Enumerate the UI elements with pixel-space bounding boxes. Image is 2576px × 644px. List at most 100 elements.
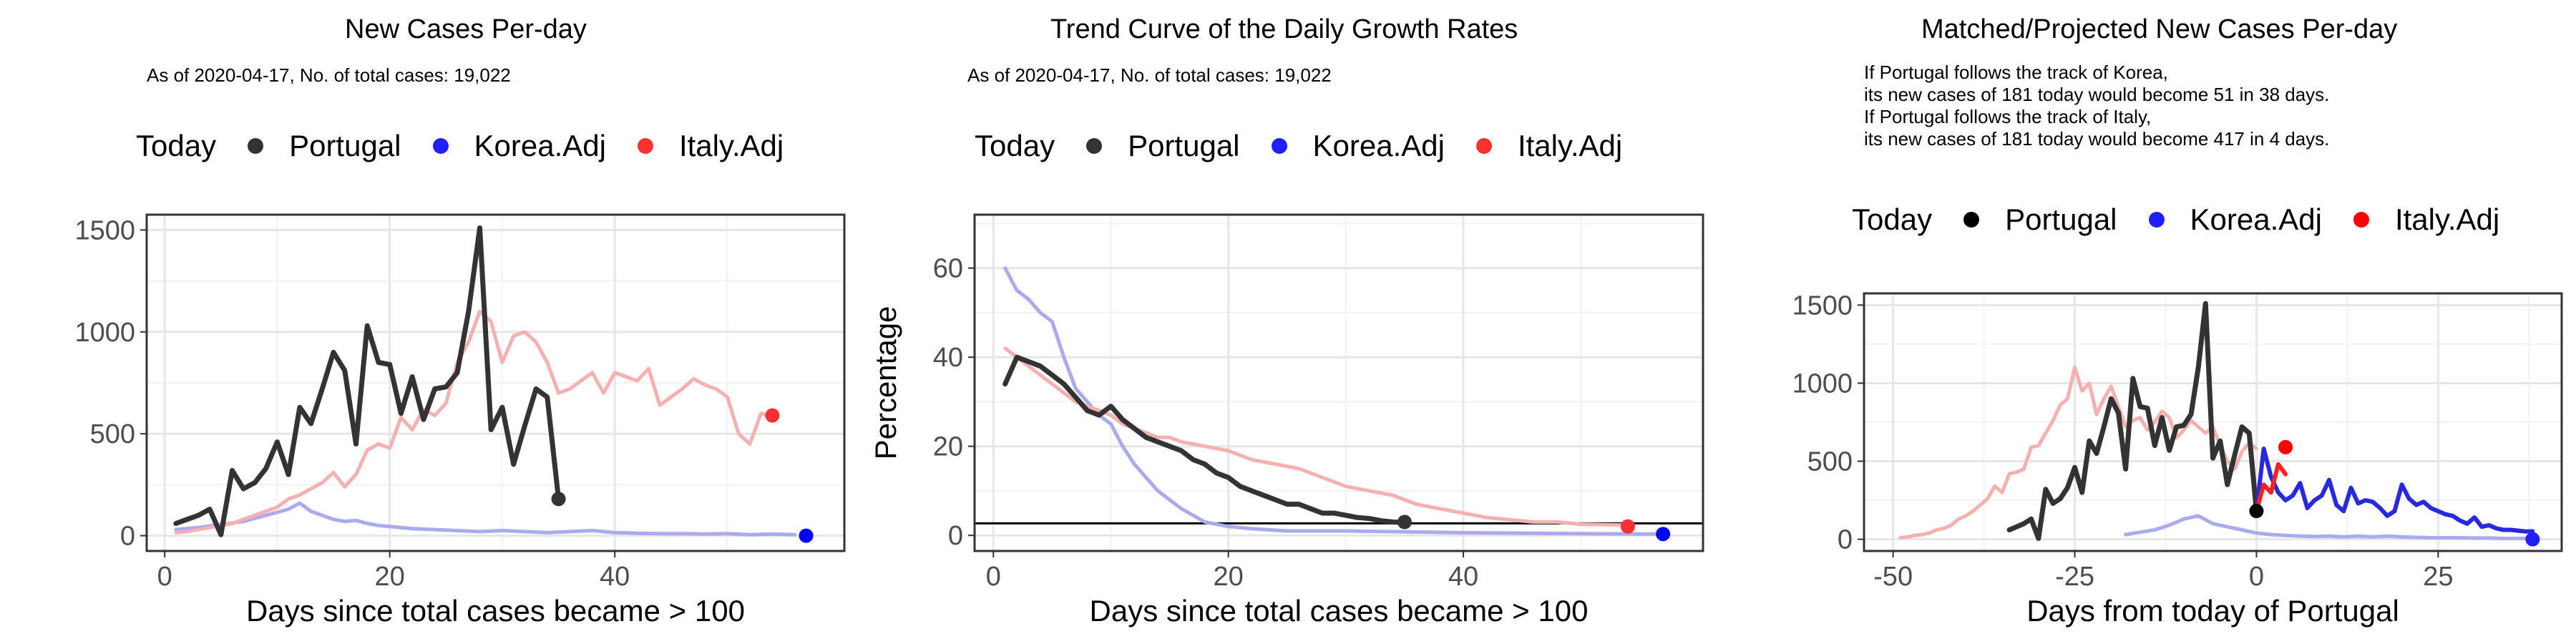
today-point-portugal [1397, 514, 1412, 530]
y-tick-label: 1500 [74, 215, 135, 245]
series-line-korea-adj [2124, 514, 2534, 540]
today-point-italy-adj [2278, 439, 2293, 454]
panel-growth-rates: Trend Curve of the Daily Growth Rates As… [859, 0, 1717, 644]
today-point-korea-adj [2525, 532, 2540, 547]
subtitle-line: its new cases of 181 today would become … [1864, 128, 2330, 150]
series-line-italy-adj [1003, 346, 1630, 527]
plot-border [145, 213, 846, 552]
today-point-korea-adj [1656, 527, 1671, 542]
legend-item-korea: Korea.Adj [2148, 203, 2322, 237]
y-tick-label: 1500 [1792, 291, 1853, 321]
x-axis-label: Days since total cases became > 100 [1090, 594, 1589, 628]
panel-new-cases: New Cases Per-day As of 2020-04-17, No. … [0, 0, 859, 644]
series-line-korea-adj [174, 501, 797, 537]
today-point-italy-adj [1620, 519, 1635, 534]
x-tick-label: 0 [2249, 562, 2264, 592]
legend-item-italy: Italy.Adj [637, 129, 784, 163]
legend-dot [2148, 212, 2165, 228]
subtitle-line: If Portugal follows the track of Italy, [1864, 106, 2152, 127]
x-tick-label: -25 [2055, 562, 2094, 592]
panel-projected: Matched/Projected New Cases Per-day If P… [1717, 0, 2576, 644]
legend-title: Today [1852, 203, 1933, 236]
x-tick-label: 0 [986, 562, 1001, 592]
y-tick-label: 1000 [74, 318, 135, 348]
today-point-portugal [551, 492, 566, 507]
legend-dot [248, 138, 264, 154]
legend-title: Today [136, 129, 217, 162]
today-point-korea-adj [799, 528, 814, 543]
x-tick-label: 40 [1448, 562, 1478, 592]
legend-label: Korea.Adj [474, 129, 606, 162]
chart-subtitle: As of 2020-04-17, No. of total cases: 19… [967, 64, 1332, 87]
chart-title: Trend Curve of the Daily Growth Rates [1050, 14, 1518, 44]
legend-item-portugal: Portugal [1963, 203, 2117, 237]
legend-item-italy: Italy.Adj [1475, 129, 1623, 163]
series-line-italy-adj [174, 309, 774, 535]
y-tick-label: 500 [90, 419, 135, 449]
today-point-portugal [2249, 504, 2264, 519]
legend-dot [1475, 138, 1492, 154]
y-tick-label: 0 [120, 522, 135, 552]
plot-border [973, 213, 1704, 552]
series-line-korea-adj [1003, 266, 1665, 536]
legend: Today Portugal Korea.Adj Italy.Adj [136, 129, 815, 163]
subtitle-line: its new cases of 181 today would become … [1864, 84, 2330, 105]
legend-dot [2353, 212, 2369, 228]
legend: Today Portugal Korea.Adj Italy.Adj [1852, 203, 2531, 237]
plot-border [1863, 292, 2563, 552]
x-tick-label: 20 [375, 562, 405, 592]
legend-item-portugal: Portugal [248, 129, 401, 163]
legend-item-korea: Korea.Adj [432, 129, 606, 163]
chart-plot: 0 20 40 0 20 40 60 Days since total cases becam… [869, 213, 1704, 628]
subtitle-line: As of 2020-04-17, No. of total cases: 19… [147, 64, 511, 86]
y-tick-label: 20 [933, 432, 963, 462]
x-tick-label: -50 [1873, 562, 1913, 592]
chart-title: Matched/Projected New Cases Per-day [1921, 14, 2398, 44]
legend-dot [432, 138, 449, 154]
series-line-italy-adj [1898, 366, 2258, 540]
y-tick-label: 40 [933, 343, 963, 373]
series-line-portugal [2006, 301, 2259, 541]
chart-subtitle: If Portugal follows the track of Korea, … [1864, 62, 2329, 150]
legend-label: Portugal [1128, 129, 1240, 162]
x-tick-label: 20 [1214, 562, 1244, 592]
y-tick-label: 500 [1807, 447, 1853, 477]
series-line-korea-adj-projected [2254, 447, 2535, 534]
x-tick-label: 25 [2423, 562, 2453, 592]
legend-label: Italy.Adj [2394, 203, 2500, 236]
legend-label: Korea.Adj [2190, 203, 2322, 236]
legend-item-korea: Korea.Adj [1271, 129, 1445, 163]
x-axis-label: Days from today of Portugal [2026, 594, 2399, 628]
legend-title: Today [975, 129, 1055, 162]
chart-subtitle: As of 2020-04-17, No. of total cases: 19… [147, 64, 511, 87]
legend-dot [1963, 212, 1980, 228]
subtitle-line: As of 2020-04-17, No. of total cases: 19… [967, 64, 1332, 86]
legend-label: Portugal [289, 129, 401, 162]
x-tick-label: 0 [157, 562, 172, 592]
legend-label: Italy.Adj [1517, 129, 1623, 162]
legend-dot [637, 138, 653, 154]
legend-item-portugal: Portugal [1086, 129, 1240, 163]
y-axis-label: Percentage [869, 306, 902, 460]
y-tick-label: 0 [948, 521, 963, 551]
y-tick-label: 1000 [1792, 369, 1853, 399]
y-tick-label: 0 [1838, 525, 1853, 555]
series-line-portugal [1002, 354, 1407, 525]
legend: Today Portugal Korea.Adj Italy.Adj [975, 129, 1654, 163]
today-point-italy-adj [765, 408, 780, 423]
legend-dot [1086, 138, 1103, 154]
series-line-italy-adj-projected [2254, 462, 2288, 514]
x-axis-label: Days since total cases became > 100 [246, 594, 745, 628]
subtitle-line: If Portugal follows the track of Korea, [1864, 62, 2168, 83]
chart-title: New Cases Per-day [345, 14, 587, 44]
legend-item-italy: Italy.Adj [2353, 203, 2499, 237]
legend-dot [1271, 138, 1287, 154]
legend-label: Portugal [2005, 203, 2117, 236]
legend-label: Italy.Adj [678, 129, 784, 162]
x-tick-label: 40 [600, 562, 630, 592]
chart-plot: 0 20 40 0 500 1000 1500 Days since total cases … [74, 213, 846, 628]
legend-label: Korea.Adj [1312, 129, 1445, 162]
y-tick-label: 60 [933, 254, 963, 284]
series-line-portugal [173, 225, 562, 537]
